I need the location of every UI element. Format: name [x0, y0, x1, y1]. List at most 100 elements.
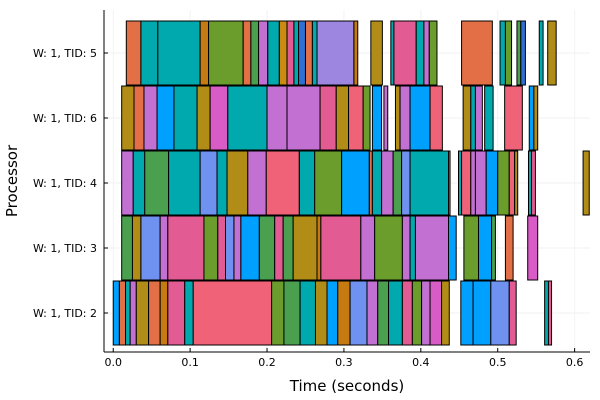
task-bar: [414, 215, 450, 281]
task-bar: [470, 150, 476, 216]
task-bar: [316, 20, 355, 86]
task-bar: [319, 85, 337, 151]
task-bar: [388, 280, 403, 346]
task-bar: [266, 85, 288, 151]
task-bar: [504, 20, 513, 86]
task-bar: [428, 20, 438, 86]
y-tick-label: W: 1, TID: 6: [33, 112, 97, 125]
task-bar: [173, 85, 198, 151]
task-bar: [441, 280, 450, 346]
task-bar: [504, 215, 514, 281]
task-bar: [472, 280, 492, 346]
task-bar: [508, 150, 516, 216]
task-bar: [267, 20, 280, 86]
task-bar: [233, 215, 242, 281]
task-bar: [274, 215, 284, 281]
task-bar: [209, 85, 229, 151]
task-bar: [192, 280, 273, 346]
task-bar: [282, 215, 294, 281]
task-bar: [196, 85, 211, 151]
task-bar: [316, 215, 322, 281]
task-bar: [271, 280, 285, 346]
task-bar: [474, 150, 487, 216]
task-bar: [203, 215, 219, 281]
task-bar: [112, 280, 120, 346]
task-bar: [462, 85, 472, 151]
task-bar: [199, 150, 218, 216]
task-bar: [499, 20, 506, 86]
task-bar: [298, 150, 316, 216]
task-bar: [292, 215, 318, 281]
task-bar: [401, 215, 411, 281]
task-bar: [392, 150, 403, 216]
task-bar: [250, 20, 260, 86]
task-bar: [258, 215, 276, 281]
y-axis-ticks: W: 1, TID: 5 W: 1, TID: 6 W: 1, TID: 4 W: 1…: [33, 47, 108, 320]
task-bar: [547, 280, 553, 346]
y-tick-label: W: 1, TID: 3: [33, 242, 97, 255]
task-bar: [125, 20, 142, 86]
task-bar: [184, 280, 194, 346]
task-bar: [421, 280, 431, 346]
task-bar: [528, 85, 535, 151]
task-bar: [461, 20, 493, 86]
task-bar: [216, 150, 228, 216]
task-bar: [516, 20, 522, 86]
task-bar: [159, 215, 169, 281]
task-bar: [366, 280, 379, 346]
task-bar: [225, 215, 235, 281]
task-bar: [448, 150, 451, 216]
task-bar: [314, 150, 343, 216]
x-axis-title: Time (seconds): [289, 377, 405, 395]
task-bar: [298, 20, 306, 86]
task-bar: [360, 215, 376, 281]
task-bar: [504, 85, 523, 151]
task-bar: [133, 85, 145, 151]
task-bar: [497, 150, 510, 216]
task-bar: [144, 150, 170, 216]
task-bar: [320, 215, 362, 281]
task-bar: [533, 85, 539, 151]
task-bar: [247, 150, 267, 216]
task-bar: [520, 20, 526, 86]
task-bar: [121, 85, 135, 151]
task-bar: [286, 20, 295, 86]
task-bar: [349, 280, 368, 346]
task-bar: [484, 85, 494, 151]
x-axis-ticks: 0.0 0.1 0.2 0.3 0.4 0.5 0.6: [104, 348, 583, 369]
task-bar: [477, 215, 493, 281]
task-bar: [381, 150, 394, 216]
task-bar: [531, 150, 536, 216]
x-tick-label: 0.1: [181, 356, 199, 369]
task-bar: [143, 85, 158, 151]
task-bar: [491, 215, 496, 281]
task-bars: [112, 20, 590, 346]
task-bar: [242, 20, 252, 86]
task-bar: [423, 20, 430, 86]
task-bar: [470, 85, 476, 151]
task-bar: [240, 215, 260, 281]
task-bar: [314, 280, 328, 346]
task-bar: [167, 280, 186, 346]
task-bar: [132, 150, 146, 216]
task-bar: [411, 280, 423, 346]
task-bar: [394, 85, 401, 151]
task-bar: [129, 280, 137, 346]
x-tick-label: 0.2: [258, 356, 276, 369]
y-tick-label: W: 1, TID: 2: [33, 307, 97, 320]
task-bar: [227, 85, 268, 151]
task-bar: [415, 20, 425, 86]
task-bar: [140, 215, 161, 281]
task-bar: [377, 280, 390, 346]
task-bar: [148, 280, 161, 346]
task-bar: [226, 150, 249, 216]
task-bar: [409, 215, 416, 281]
task-bar: [474, 85, 483, 151]
x-tick-label: 0.3: [335, 356, 353, 369]
task-bar: [337, 280, 351, 346]
task-bar: [508, 280, 517, 346]
task-bar: [335, 85, 350, 151]
task-bar: [371, 150, 383, 216]
task-bar: [514, 150, 519, 216]
task-bar: [582, 150, 590, 216]
